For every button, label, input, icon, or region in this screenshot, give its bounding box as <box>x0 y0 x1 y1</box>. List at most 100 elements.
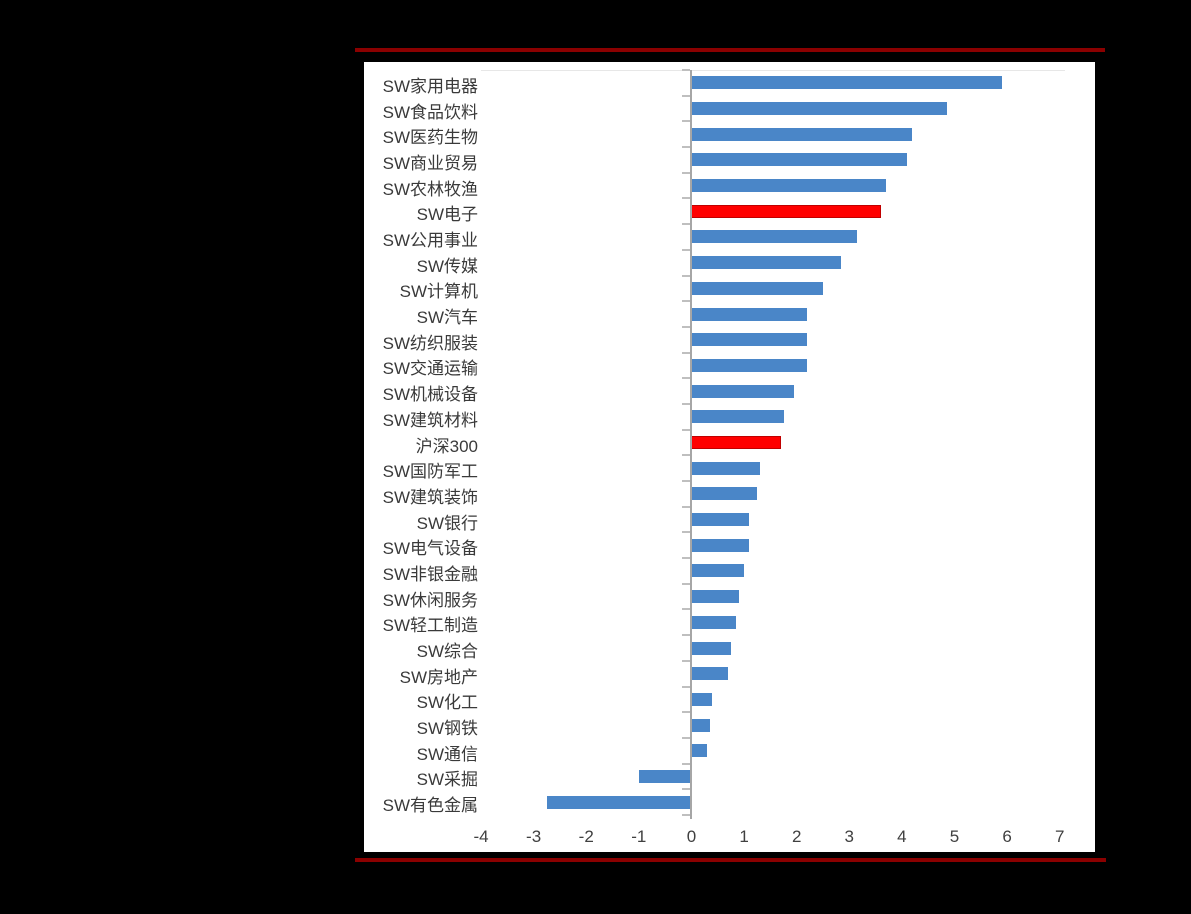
bar <box>638 769 692 783</box>
axis-tick <box>682 325 691 328</box>
category-label: SW有色金属 <box>382 796 478 816</box>
x-tick-label: -2 <box>578 827 594 846</box>
category-label: SW电气设备 <box>382 539 478 559</box>
axis-tick <box>682 814 691 816</box>
axis-tick <box>682 454 691 457</box>
bar <box>691 513 750 527</box>
axis-tick <box>682 69 691 71</box>
category-label: SW房地产 <box>399 667 478 687</box>
axis-tick <box>682 685 691 688</box>
bottom-accent-rule <box>355 858 1106 862</box>
axis-tick <box>682 300 691 303</box>
axis-tick <box>682 634 691 637</box>
category-label: SW采掘 <box>416 770 478 790</box>
bar <box>691 564 745 578</box>
bar <box>691 744 708 758</box>
axis-tick <box>682 608 691 611</box>
bar <box>691 641 731 655</box>
category-label: SW传媒 <box>416 256 478 276</box>
bar <box>691 615 737 629</box>
x-tick-label: -4 <box>473 827 489 846</box>
axis-tick <box>682 659 691 662</box>
bar <box>691 127 913 141</box>
category-label: SW建筑装饰 <box>382 487 478 507</box>
axis-tick <box>682 505 691 508</box>
axis-tick <box>682 120 691 123</box>
x-tick-label: 7 <box>1055 827 1065 846</box>
category-label: SW医药生物 <box>382 128 478 148</box>
category-label: SW计算机 <box>399 282 478 302</box>
axis-tick <box>682 531 691 534</box>
axis-tick <box>682 428 691 431</box>
category-label: 沪深300 <box>415 436 478 456</box>
category-label: SW商业贸易 <box>382 153 478 173</box>
axis-tick <box>682 377 691 380</box>
category-label: SW钢铁 <box>416 719 478 739</box>
plot-top-border <box>481 70 1065 71</box>
category-label: SW综合 <box>416 642 478 662</box>
category-label: SW通信 <box>416 744 478 764</box>
x-tick-label: 1 <box>739 827 749 846</box>
bar <box>691 461 760 475</box>
axis-tick <box>682 711 691 714</box>
bar <box>691 230 858 244</box>
category-label: SW农林牧渔 <box>382 179 478 199</box>
category-label: SW化工 <box>416 693 478 713</box>
axis-tick <box>682 582 691 585</box>
bar <box>691 487 758 501</box>
bar <box>691 281 823 295</box>
bar <box>691 358 808 372</box>
category-label: SW纺织服装 <box>382 333 478 353</box>
axis-tick <box>682 197 691 200</box>
category-label: SW公用事业 <box>382 230 478 250</box>
bar <box>691 667 729 681</box>
x-tick-label: 5 <box>949 827 960 846</box>
x-tick-label: 0 <box>686 827 697 846</box>
axis-tick <box>682 94 691 97</box>
category-label: SW国防军工 <box>382 462 478 482</box>
category-label: SW汽车 <box>416 308 478 328</box>
axis-tick <box>682 223 691 226</box>
x-tick-label: -1 <box>631 827 647 846</box>
category-label: SW食品饮料 <box>382 102 478 122</box>
axis-tick <box>682 248 691 251</box>
x-tick-label: 6 <box>1002 827 1012 846</box>
category-label: SW交通运输 <box>382 359 478 379</box>
bar <box>691 307 808 321</box>
category-label: SW银行 <box>416 513 478 533</box>
bar <box>691 590 739 604</box>
x-tick-label: 3 <box>844 827 855 846</box>
axis-tick <box>682 274 691 277</box>
bar <box>691 410 784 424</box>
axis-tick <box>682 788 691 791</box>
bar <box>691 333 808 347</box>
axis-tick <box>682 557 691 560</box>
bar <box>691 153 908 167</box>
zero-axis-line <box>690 70 693 819</box>
category-label: SW建筑材料 <box>382 410 478 430</box>
axis-tick <box>682 351 691 354</box>
axis-tick <box>682 480 691 483</box>
category-label: SW家用电器 <box>382 76 478 96</box>
category-label: SW轻工制造 <box>382 616 478 636</box>
x-tick-label: 2 <box>791 827 802 846</box>
bar-highlight <box>691 436 781 449</box>
axis-tick <box>682 762 691 765</box>
bar <box>691 384 795 398</box>
bar <box>691 538 750 552</box>
category-label: SW非银金融 <box>382 564 478 584</box>
axis-tick <box>682 402 691 405</box>
bar-highlight <box>691 204 881 218</box>
bar <box>691 179 887 193</box>
bar <box>691 76 1002 90</box>
bar <box>691 718 710 732</box>
x-tick-label: 4 <box>897 827 907 846</box>
bar <box>691 102 947 116</box>
bar-chart-panel: SW家用电器 SW食品饮料 SW医药生物 SW商业贸易 SW农林牧渔 SW电子 SW公用事业… <box>364 62 1095 852</box>
category-label: SW休闲服务 <box>382 590 478 610</box>
axis-tick <box>682 146 691 149</box>
category-label: SW机械设备 <box>382 385 478 405</box>
bar <box>691 256 842 270</box>
x-tick-label: -3 <box>526 827 542 846</box>
